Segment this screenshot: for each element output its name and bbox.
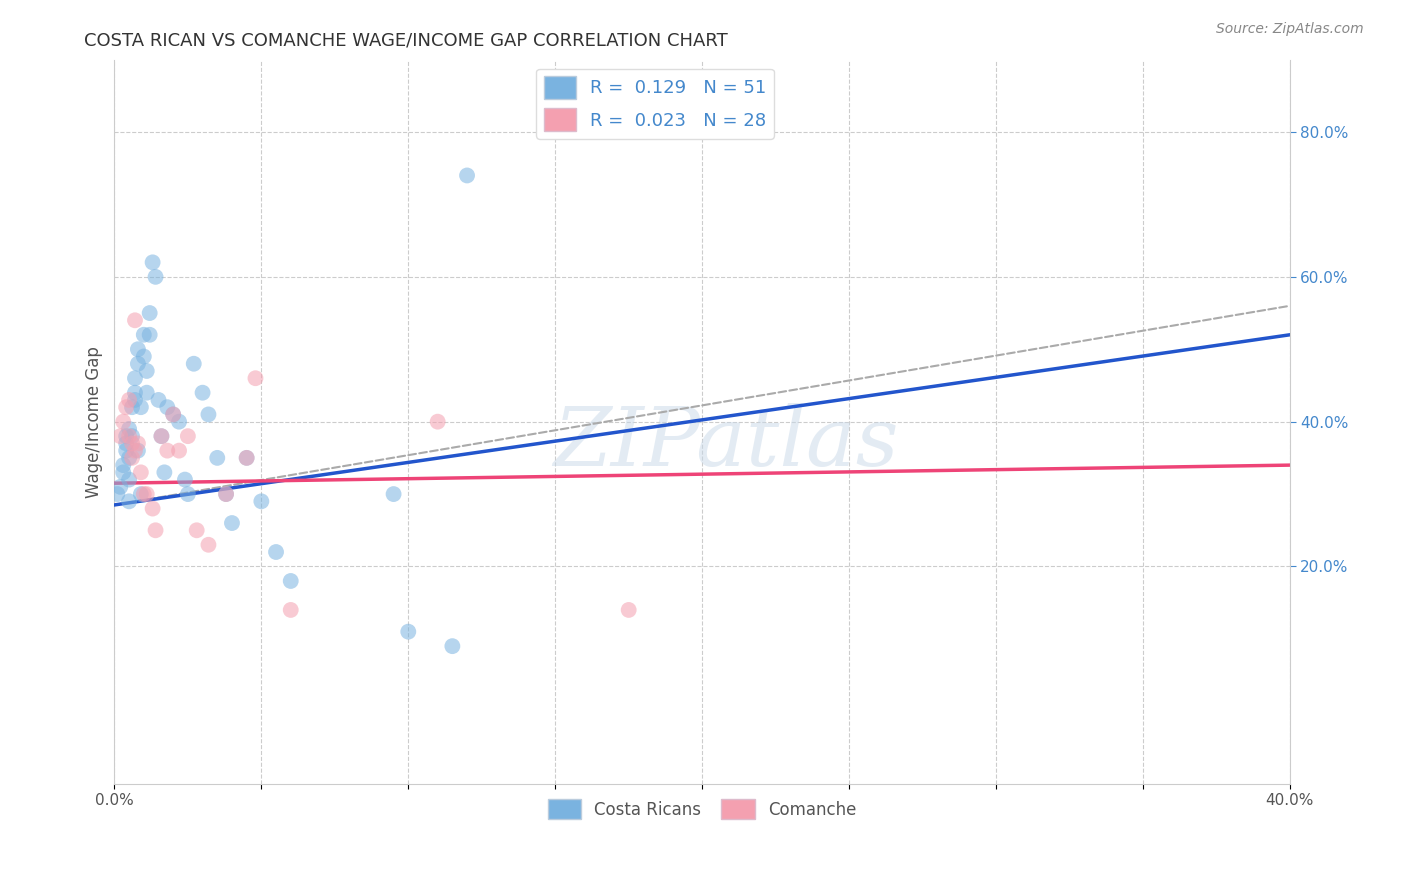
Point (153, 466, 176, 480)
Point (138, 306, 160, 320)
Point (129, 400, 152, 414)
Point (426, 415, 449, 429)
Point (215, 487, 238, 501)
Point (215, 487, 238, 501)
Point (145, 269, 167, 284)
Point (135, 364, 157, 378)
Point (135, 385, 157, 400)
Point (197, 408, 219, 422)
Point (245, 371, 267, 385)
Point (127, 443, 149, 458)
Text: ZIPatlas: ZIPatlas (553, 403, 898, 483)
Point (235, 450, 257, 465)
Point (110, 480, 132, 494)
Point (105, 487, 128, 501)
Point (177, 429, 200, 443)
Point (124, 443, 146, 458)
Point (121, 400, 143, 414)
Point (221, 516, 243, 530)
Point (118, 473, 141, 487)
Point (132, 487, 155, 501)
Point (142, 501, 165, 516)
Point (396, 624, 419, 639)
Point (150, 429, 173, 443)
Point (162, 408, 184, 422)
Y-axis label: Wage/Income Gap: Wage/Income Gap (86, 346, 103, 498)
Point (235, 450, 257, 465)
Point (207, 450, 229, 465)
Point (162, 408, 184, 422)
Point (121, 429, 143, 443)
Point (132, 327, 155, 342)
Point (617, 603, 640, 617)
Point (138, 327, 160, 342)
Point (121, 436, 143, 450)
Point (118, 494, 141, 508)
Text: Source: ZipAtlas.com: Source: ZipAtlas.com (1216, 22, 1364, 37)
Point (124, 385, 146, 400)
Point (183, 357, 205, 371)
Point (121, 450, 143, 465)
Point (115, 429, 138, 443)
Point (112, 415, 135, 429)
Point (129, 466, 152, 480)
Point (148, 392, 170, 407)
Point (135, 487, 157, 501)
Point (167, 443, 190, 458)
Point (110, 429, 132, 443)
Point (441, 639, 464, 653)
Point (127, 343, 149, 357)
Point (145, 523, 167, 537)
Point (197, 538, 219, 552)
Point (132, 350, 155, 364)
Point (127, 357, 149, 371)
Point (112, 458, 135, 472)
Point (150, 429, 173, 443)
Point (177, 487, 200, 501)
Point (167, 415, 190, 429)
Point (250, 494, 273, 508)
Point (186, 523, 208, 537)
Text: COSTA RICAN VS COMANCHE WAGE/INCOME GAP CORRELATION CHART: COSTA RICAN VS COMANCHE WAGE/INCOME GAP … (84, 31, 728, 49)
Point (118, 429, 141, 443)
Point (156, 400, 179, 414)
Point (280, 574, 302, 588)
Point (118, 422, 141, 436)
Point (115, 400, 138, 414)
Point (174, 473, 197, 487)
Point (115, 436, 138, 450)
Point (127, 436, 149, 450)
Point (264, 545, 287, 559)
Point (129, 487, 152, 501)
Point (382, 487, 405, 501)
Point (115, 443, 138, 458)
Point (280, 603, 302, 617)
Point (124, 371, 146, 385)
Point (118, 450, 141, 465)
Point (156, 443, 179, 458)
Point (118, 392, 141, 407)
Point (124, 392, 146, 407)
Legend: Costa Ricans, Comanche: Costa Ricans, Comanche (541, 792, 863, 826)
Point (124, 313, 146, 327)
Point (456, 169, 478, 183)
Point (191, 385, 214, 400)
Point (112, 466, 135, 480)
Point (142, 255, 165, 269)
